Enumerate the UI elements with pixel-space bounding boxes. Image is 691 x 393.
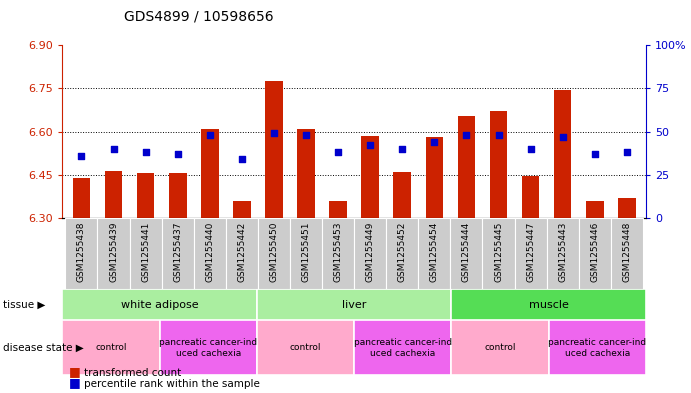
Point	[461, 132, 472, 138]
FancyBboxPatch shape	[62, 320, 160, 375]
Bar	[233, 201, 251, 218]
FancyBboxPatch shape	[354, 320, 451, 375]
Bar	[73, 178, 91, 218]
FancyBboxPatch shape	[257, 320, 354, 375]
Point	[332, 149, 343, 156]
Text: liver: liver	[342, 299, 366, 310]
Bar	[201, 129, 218, 218]
Bar	[265, 81, 283, 218]
Point	[397, 146, 408, 152]
FancyBboxPatch shape	[160, 320, 257, 375]
Text: GSM1255451: GSM1255451	[301, 222, 310, 282]
Text: GSM1255449: GSM1255449	[366, 222, 375, 282]
Bar	[611, 218, 643, 289]
Point	[589, 151, 600, 157]
Bar	[547, 218, 578, 289]
Bar	[258, 218, 290, 289]
Text: disease state ▶: disease state ▶	[3, 343, 84, 353]
Bar	[330, 201, 347, 218]
Bar	[129, 218, 162, 289]
FancyBboxPatch shape	[451, 320, 549, 375]
Bar	[490, 112, 507, 218]
Point	[365, 142, 376, 149]
Bar	[322, 218, 354, 289]
Text: pancreatic cancer-ind
uced cachexia: pancreatic cancer-ind uced cachexia	[354, 338, 452, 358]
Text: GSM1255439: GSM1255439	[109, 222, 118, 282]
Text: ■: ■	[69, 365, 81, 378]
Bar	[386, 218, 418, 289]
Text: GSM1255447: GSM1255447	[526, 222, 535, 282]
Point	[140, 149, 151, 156]
Text: GSM1255440: GSM1255440	[205, 222, 214, 282]
Point	[621, 149, 632, 156]
Text: GSM1255445: GSM1255445	[494, 222, 503, 282]
Bar	[66, 218, 97, 289]
Point	[301, 132, 312, 138]
Bar	[354, 218, 386, 289]
Bar	[169, 173, 187, 218]
Point	[429, 139, 440, 145]
Text: GSM1255448: GSM1255448	[623, 222, 632, 282]
Point	[172, 151, 183, 157]
Bar	[426, 138, 443, 218]
Text: GSM1255441: GSM1255441	[141, 222, 150, 282]
Text: percentile rank within the sample: percentile rank within the sample	[84, 379, 261, 389]
Text: pancreatic cancer-ind
uced cachexia: pancreatic cancer-ind uced cachexia	[549, 338, 647, 358]
Text: GDS4899 / 10598656: GDS4899 / 10598656	[124, 10, 274, 24]
Text: GSM1255442: GSM1255442	[237, 222, 247, 282]
Bar	[162, 218, 193, 289]
Point	[493, 132, 504, 138]
Bar	[515, 218, 547, 289]
Point	[557, 134, 568, 140]
Text: GSM1255437: GSM1255437	[173, 222, 182, 282]
Text: control: control	[484, 343, 516, 352]
Text: GSM1255438: GSM1255438	[77, 222, 86, 282]
Bar	[578, 218, 611, 289]
Bar	[457, 116, 475, 218]
Text: GSM1255453: GSM1255453	[334, 222, 343, 282]
Text: GSM1255454: GSM1255454	[430, 222, 439, 282]
Text: ■: ■	[69, 376, 81, 389]
Text: GSM1255450: GSM1255450	[269, 222, 278, 282]
Bar	[361, 136, 379, 218]
Text: control: control	[95, 343, 126, 352]
Text: white adipose: white adipose	[121, 299, 198, 310]
FancyBboxPatch shape	[62, 289, 257, 320]
Point	[268, 130, 279, 136]
Text: control: control	[290, 343, 321, 352]
Text: transformed count: transformed count	[84, 369, 182, 378]
Point	[236, 156, 247, 162]
Point	[525, 146, 536, 152]
Bar	[297, 129, 315, 218]
FancyBboxPatch shape	[451, 289, 646, 320]
Text: GSM1255444: GSM1255444	[462, 222, 471, 282]
Bar	[393, 172, 411, 218]
Text: pancreatic cancer-ind
uced cachexia: pancreatic cancer-ind uced cachexia	[159, 338, 257, 358]
Bar	[554, 90, 571, 218]
Bar	[193, 218, 226, 289]
FancyBboxPatch shape	[257, 289, 451, 320]
Point	[205, 132, 216, 138]
Text: GSM1255443: GSM1255443	[558, 222, 567, 282]
Bar	[482, 218, 515, 289]
Text: tissue ▶: tissue ▶	[3, 299, 46, 310]
Bar	[137, 173, 154, 218]
Bar	[522, 176, 540, 218]
Point	[76, 153, 87, 159]
Text: GSM1255446: GSM1255446	[590, 222, 599, 282]
Bar	[97, 218, 129, 289]
Bar	[290, 218, 322, 289]
Point	[108, 146, 119, 152]
Bar	[451, 218, 482, 289]
Text: muscle: muscle	[529, 299, 569, 310]
Bar	[226, 218, 258, 289]
Text: GSM1255452: GSM1255452	[398, 222, 407, 282]
Bar	[418, 218, 451, 289]
Bar	[586, 201, 603, 218]
Bar	[618, 198, 636, 218]
Bar	[105, 171, 122, 218]
FancyBboxPatch shape	[549, 320, 646, 375]
